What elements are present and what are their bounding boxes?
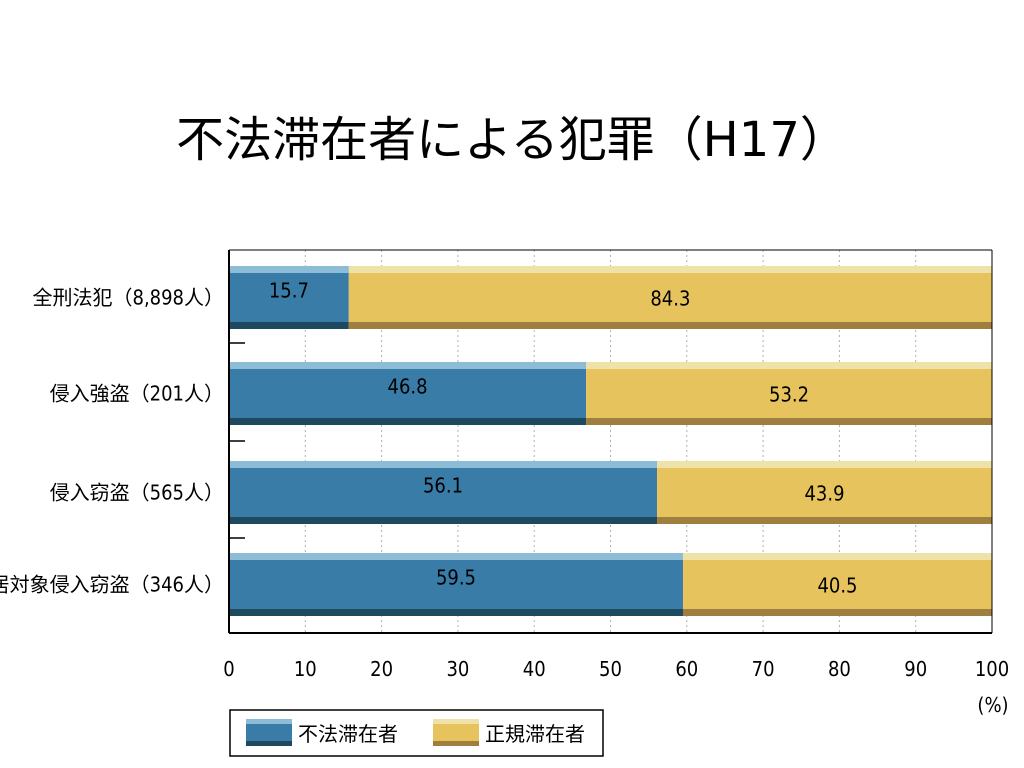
bar-irregular — [229, 266, 349, 329]
x-tick-label: 0 — [223, 657, 234, 681]
grid-lines — [304, 250, 917, 633]
bar-shade — [229, 517, 658, 524]
legend-label: 正規滞在者 — [485, 722, 585, 746]
bar-highlight — [586, 362, 992, 369]
data-label: 46.8 — [388, 375, 428, 399]
x-tick-label: 100 — [975, 657, 1009, 681]
legend-box — [229, 709, 604, 757]
bar-highlight — [348, 266, 992, 273]
slide-title: 不法滞在者による犯罪（H17） — [176, 112, 848, 168]
bar-shade — [229, 609, 683, 616]
bar-shade — [682, 609, 992, 616]
data-label: 15.7 — [269, 279, 309, 303]
bar-highlight — [229, 461, 658, 468]
x-tick-label: 50 — [599, 657, 622, 681]
category-label: 侵入窃盗（565人） — [50, 481, 224, 505]
data-label: 40.5 — [817, 574, 857, 598]
bar-regular — [586, 362, 992, 425]
category-label: 侵入強盗（201人） — [50, 382, 224, 406]
data-label: 59.5 — [436, 566, 476, 590]
bar-regular — [348, 266, 992, 329]
legend-swatch-shade — [246, 741, 292, 746]
legend: 不法滞在者 正規滞在者 — [229, 709, 604, 757]
x-tick-label: 40 — [523, 657, 546, 681]
x-tick-label: 60 — [675, 657, 698, 681]
data-label: 43.9 — [804, 482, 844, 506]
bar-shade — [229, 418, 587, 425]
x-tick-label: 10 — [294, 657, 317, 681]
data-label: 53.2 — [769, 383, 809, 407]
legend-swatch-shade — [433, 741, 479, 746]
legend-label: 不法滞在者 — [298, 722, 398, 746]
bar-highlight — [229, 553, 683, 560]
x-tick-label: 90 — [904, 657, 927, 681]
bar-highlight — [229, 362, 587, 369]
bar-highlight — [229, 266, 349, 273]
bars — [229, 266, 992, 616]
bar-irregular — [229, 461, 658, 524]
category-label: 住居対象侵入窃盗（346人） — [0, 573, 224, 597]
bar-irregular — [229, 553, 683, 616]
x-unit-label: (%) — [977, 693, 1008, 717]
data-label: 56.1 — [423, 474, 463, 498]
axes — [228, 249, 993, 634]
bar-shade — [657, 517, 992, 524]
legend-swatch-highlight — [433, 719, 479, 724]
x-tick-label: 30 — [446, 657, 469, 681]
x-tick-label: 20 — [370, 657, 393, 681]
x-tick-label: 70 — [752, 657, 775, 681]
bar-shade — [229, 322, 349, 329]
labels: 0 10 20 30 40 50 60 70 80 90 100 (%) 15.7 84.3 全刑法犯（8,… — [0, 279, 1009, 718]
bar-irregular — [229, 362, 587, 425]
bar-shade — [586, 418, 992, 425]
bar-highlight — [682, 553, 992, 560]
legend-swatch-highlight — [246, 719, 292, 724]
category-label: 全刑法犯（8,898人） — [33, 286, 225, 310]
x-tick-label: 80 — [828, 657, 851, 681]
bar-regular — [657, 461, 992, 524]
bar-shade — [348, 322, 992, 329]
bar-highlight — [657, 461, 992, 468]
data-label: 84.3 — [650, 287, 690, 311]
bar-regular — [682, 553, 992, 616]
